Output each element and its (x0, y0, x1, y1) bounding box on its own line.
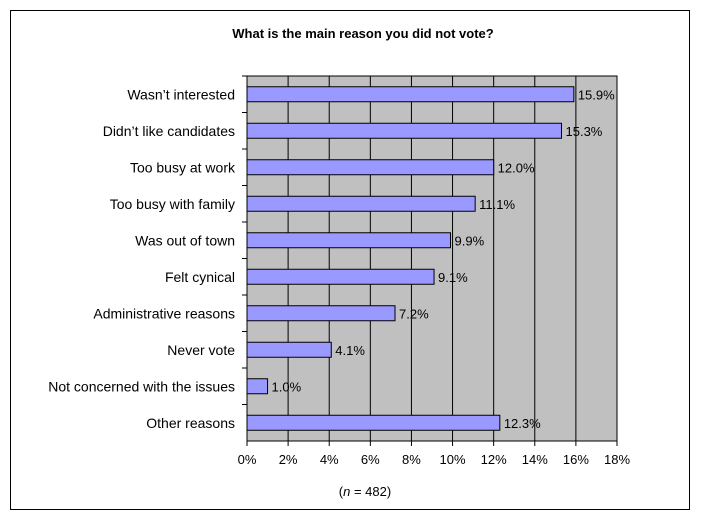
value-label: 15.3% (566, 124, 603, 139)
value-label: 9.1% (438, 270, 468, 285)
note-rest: = 482) (350, 484, 391, 499)
value-label: 15.9% (578, 87, 615, 102)
sample-size-note: (n = 482) (339, 484, 391, 499)
value-label: 7.2% (399, 306, 429, 321)
category-label: Administrative reasons (93, 305, 235, 321)
bar (246, 86, 575, 103)
bar (246, 378, 269, 395)
chart-frame: What is the main reason you did not vote… (10, 10, 690, 510)
category-label: Too busy at work (130, 159, 236, 175)
x-tick-label: 8% (402, 452, 421, 467)
bar (246, 268, 435, 285)
x-tick-label: 16% (563, 452, 589, 467)
value-label: 1.0% (272, 379, 302, 394)
chart-title: What is the main reason you did not vote… (232, 26, 494, 41)
chart-svg: What is the main reason you did not vote… (48, 26, 630, 499)
bar (246, 232, 451, 249)
x-tick-label: 14% (522, 452, 548, 467)
category-label: Wasn’t interested (127, 86, 235, 102)
category-label: Too busy with family (110, 196, 235, 212)
value-label: 11.1% (479, 197, 515, 212)
x-tick-label: 2% (279, 452, 298, 467)
value-label: 4.1% (335, 343, 365, 358)
x-tick-label: 10% (440, 452, 466, 467)
category-label: Never vote (167, 342, 235, 358)
x-tick-label: 6% (361, 452, 380, 467)
x-tick-label: 18% (604, 452, 630, 467)
value-labels: 15.9% 15.3% 12.0% 11.1% 9.9% 9.1% 7.2% 4.1% 1.0%… (272, 87, 616, 431)
bar (246, 122, 562, 139)
x-tick-label: 0% (238, 452, 257, 467)
category-labels: Wasn’t interested Didn’t like candidates T… (48, 86, 236, 431)
value-label: 12.0% (498, 160, 535, 175)
value-label: 12.3% (504, 416, 541, 431)
x-tick-label: 4% (320, 452, 339, 467)
category-label: Other reasons (146, 415, 235, 431)
category-label: Was out of town (135, 232, 235, 248)
category-label: Felt cynical (165, 269, 235, 285)
bar (246, 195, 476, 212)
bar (246, 159, 495, 176)
value-label: 9.9% (455, 233, 485, 248)
category-label: Didn’t like candidates (103, 123, 235, 139)
bars (246, 86, 575, 431)
bar (246, 414, 501, 431)
x-tick-labels: 0% 2% 4% 6% 8% 10% 12% 14% 16% 18% (238, 440, 630, 467)
bar (246, 305, 396, 322)
category-label: Not concerned with the issues (48, 378, 235, 394)
note-n: n (343, 484, 350, 499)
note-open: ( (339, 484, 344, 499)
bar (246, 341, 332, 358)
x-tick-label: 12% (481, 452, 507, 467)
